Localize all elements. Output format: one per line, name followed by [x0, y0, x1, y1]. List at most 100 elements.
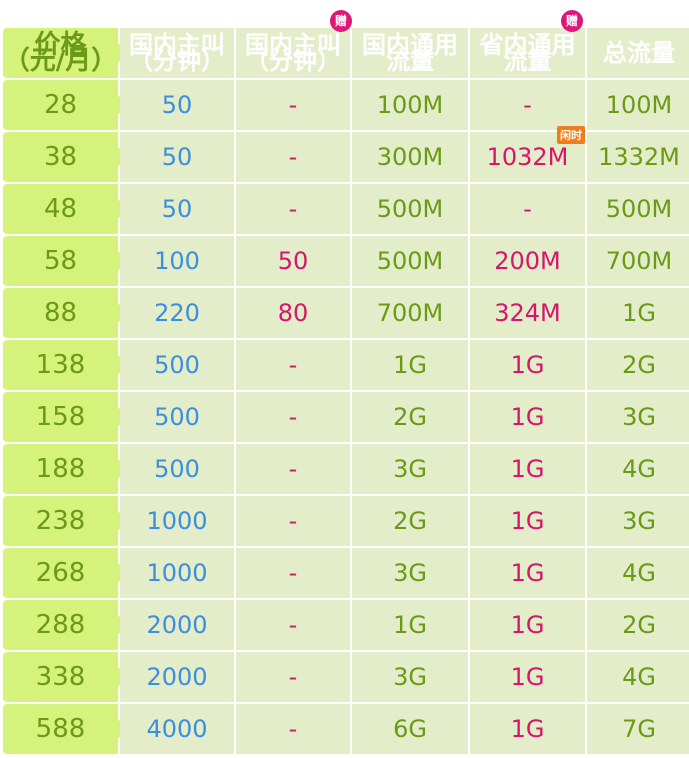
cell-value: 38: [43, 142, 78, 172]
cell-value: 700M: [605, 247, 673, 275]
table-row: 338 2000 - 3G 1G 4G: [3, 652, 689, 702]
cell-national-data: 1G: [352, 340, 468, 390]
header-bonus-calls: 国内主叫 （分钟） 赠: [236, 10, 352, 78]
cell-total-data: 4G: [587, 548, 689, 598]
cell-value: 50: [161, 143, 193, 171]
cell-calls: 220: [120, 288, 234, 338]
cell-national-data: 3G: [352, 652, 468, 702]
cell-provincial-data: 1G: [470, 444, 585, 494]
cell-value: 50: [161, 195, 193, 223]
cell-price: 158: [3, 392, 124, 442]
cell-value: 1000: [146, 559, 208, 587]
cell-value: 1332M: [598, 143, 680, 171]
cell-total-data: 2G: [587, 340, 689, 390]
cell-value: 7G: [622, 715, 656, 743]
cell-value: 200M: [494, 247, 561, 275]
cell-calls: 50: [120, 184, 234, 234]
header-label: 国内主叫 （分钟）: [129, 31, 225, 75]
cell-value: 100: [154, 247, 200, 275]
cell-value: -: [523, 195, 532, 223]
cell-value: 500M: [376, 195, 444, 223]
cell-value: 500: [154, 455, 200, 483]
cell-provincial-data: -: [470, 80, 585, 130]
cell-value: -: [288, 663, 298, 691]
cell-value: 1G: [622, 299, 656, 327]
cell-provincial-data: 200M: [470, 236, 585, 286]
cell-provincial-data: 1G: [470, 652, 585, 702]
cell-price: 28: [3, 80, 124, 130]
cell-value: 1000: [146, 507, 208, 535]
table-row: 48 50 - 500M - 500M: [3, 184, 689, 234]
gift-badge: 赠: [561, 10, 583, 32]
cell-value: -: [288, 143, 298, 171]
cell-provincial-data: 1032M 闲时: [470, 126, 585, 182]
cell-value: 3G: [393, 455, 427, 483]
header-total-data: 总流量: [587, 28, 689, 78]
cell-value: -: [288, 611, 298, 639]
cell-bonus-calls: -: [236, 496, 350, 546]
cell-national-data: 1G: [352, 600, 468, 650]
cell-national-data: 500M: [352, 184, 468, 234]
cell-bonus-calls: -: [236, 444, 350, 494]
cell-total-data: 4G: [587, 652, 689, 702]
cell-value: 158: [35, 402, 86, 432]
cell-value: -: [288, 403, 298, 431]
header-price: 价格 （元/月）: [3, 28, 124, 78]
cell-value: 238: [35, 506, 86, 536]
cell-price: 138: [3, 340, 124, 390]
table-row: 88 220 80 700M 324M 1G: [3, 288, 689, 338]
cell-value: 1032M: [486, 143, 569, 171]
cell-value: 50: [161, 91, 193, 119]
cell-price: 88: [3, 288, 124, 338]
cell-bonus-calls: -: [236, 340, 350, 390]
cell-bonus-calls: -: [236, 132, 350, 182]
cell-value: 1G: [510, 507, 545, 535]
cell-value: 2G: [622, 351, 656, 379]
cell-value: 1G: [510, 715, 545, 743]
cell-value: 1G: [393, 351, 427, 379]
cell-value: 3G: [622, 403, 656, 431]
cell-total-data: 4G: [587, 444, 689, 494]
cell-value: 80: [277, 299, 309, 327]
cell-value: -: [523, 91, 532, 119]
cell-value: 500: [154, 403, 200, 431]
cell-value: 1G: [510, 663, 545, 691]
cell-calls: 50: [120, 132, 234, 182]
cell-calls: 2000: [120, 600, 234, 650]
cell-calls: 1000: [120, 548, 234, 598]
cell-bonus-calls: 80: [236, 288, 350, 338]
cell-price: 58: [3, 236, 124, 286]
cell-total-data: 3G: [587, 392, 689, 442]
cell-value: 3G: [393, 559, 427, 587]
table-row: 288 2000 - 1G 1G 2G: [3, 600, 689, 650]
cell-calls: 2000: [120, 652, 234, 702]
cell-total-data: 3G: [587, 496, 689, 546]
cell-national-data: 6G: [352, 704, 468, 754]
cell-calls: 50: [120, 80, 234, 130]
cell-national-data: 2G: [352, 496, 468, 546]
cell-value: 1G: [510, 403, 545, 431]
table-row: 188 500 - 3G 1G 4G: [3, 444, 689, 494]
cell-provincial-data: 1G: [470, 600, 585, 650]
cell-price: 338: [3, 652, 124, 702]
cell-value: 500M: [376, 247, 444, 275]
cell-value: -: [288, 507, 298, 535]
cell-value: 700M: [376, 299, 444, 327]
cell-value: 58: [43, 246, 78, 276]
cell-provincial-data: 324M: [470, 288, 585, 338]
cell-value: 1G: [510, 351, 545, 379]
cell-value: 188: [35, 454, 86, 484]
cell-provincial-data: 1G: [470, 340, 585, 390]
cell-provincial-data: 1G: [470, 704, 585, 754]
cell-bonus-calls: -: [236, 184, 350, 234]
gift-badge: 赠: [330, 10, 352, 32]
cell-price: 588: [3, 704, 124, 754]
cell-value: 500M: [605, 195, 673, 223]
cell-total-data: 1332M: [587, 132, 689, 182]
cell-bonus-calls: -: [236, 80, 350, 130]
cell-bonus-calls: 50: [236, 236, 350, 286]
header-calls: 国内主叫 （分钟）: [120, 28, 234, 78]
cell-price: 268: [3, 548, 124, 598]
header-label: 国内主叫 （分钟）: [245, 31, 341, 75]
cell-value: -: [288, 91, 298, 119]
